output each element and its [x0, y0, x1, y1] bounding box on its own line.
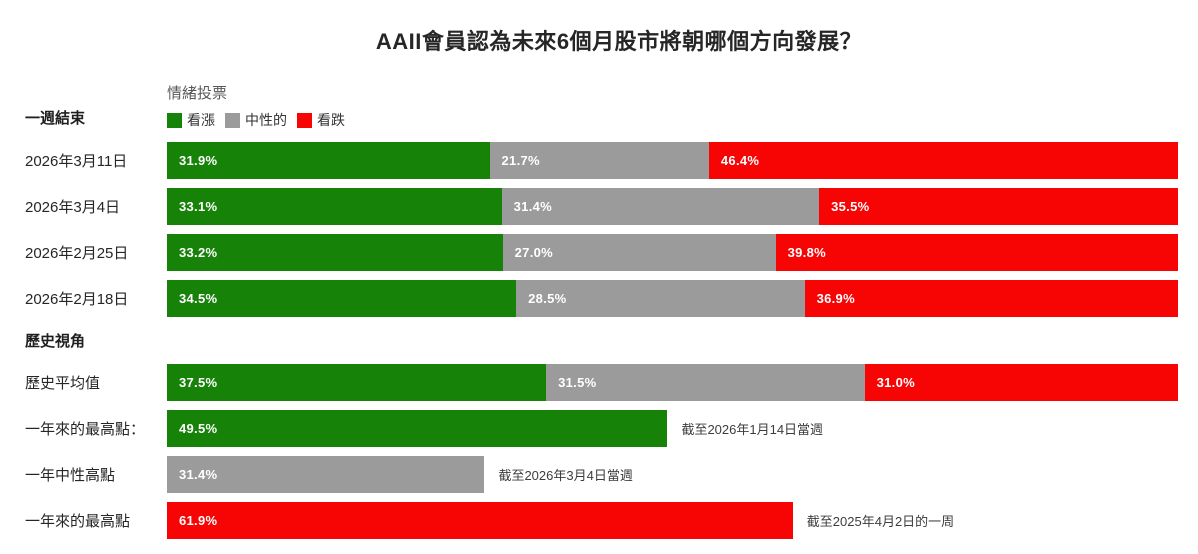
- bar-row: 一年中性高點 31.4% 截至2026年3月4日當週: [25, 456, 1178, 493]
- bearish-swatch-icon: [297, 112, 312, 128]
- segment-value: 34.5%: [179, 291, 218, 306]
- bullish-segment: 33.1%: [167, 188, 502, 225]
- single-bar: 31.4% 截至2026年3月4日當週: [167, 456, 1178, 493]
- neutral-segment: 31.4%: [501, 188, 820, 225]
- segment-value: 31.4%: [179, 467, 218, 482]
- bearish-segment: 35.5%: [819, 188, 1178, 225]
- bearish-segment: 31.0%: [864, 364, 1178, 401]
- row-label: 2026年3月4日: [25, 199, 121, 216]
- bar-row: 一年來的最高點 61.9% 截至2025年4月2日的一周: [25, 502, 1178, 539]
- legend-title: 情緒投票: [167, 85, 228, 102]
- legend-item-bearish: 看跌: [297, 110, 345, 130]
- segment-value: 36.9%: [816, 291, 855, 306]
- neutral-swatch-icon: [225, 112, 240, 128]
- bearish-segment: 36.9%: [804, 280, 1178, 317]
- segment-value: 46.4%: [720, 153, 760, 168]
- legend-label-bearish: 看跌: [317, 112, 345, 128]
- bullish-segment: 31.9%: [167, 142, 490, 179]
- segment-value: 35.5%: [831, 199, 870, 214]
- single-bar: 61.9% 截至2025年4月2日的一周: [167, 502, 1178, 539]
- neutral-segment: 21.7%: [489, 142, 709, 179]
- segment-value: 37.5%: [179, 375, 218, 390]
- chart-title: AAII會員認為未來6個月股市將朝哪個方向發展？: [375, 29, 863, 54]
- segment-value: 49.5%: [179, 421, 218, 436]
- row-label: 一年中性高點: [25, 467, 116, 484]
- legend-item-neutral: 中性的: [225, 110, 287, 130]
- bar-note: 截至2026年1月14日當週: [681, 422, 824, 437]
- row-label: 歷史平均值: [25, 375, 101, 392]
- bullish-segment: 49.5%: [167, 410, 668, 447]
- segment-value: 61.9%: [179, 513, 218, 528]
- bar-row: 2026年2月25日 33.2% 27.0% 39.8%: [25, 234, 1178, 271]
- neutral-segment: 31.4%: [167, 456, 485, 493]
- segment-value: 21.7%: [501, 153, 540, 168]
- segment-value: 31.0%: [876, 375, 915, 390]
- row-label: 一年來的最高點: [25, 513, 131, 530]
- legend: 看漲 中性的 看跌: [167, 110, 1178, 130]
- segment-value: 31.5%: [558, 375, 597, 390]
- legend-label-neutral: 中性的: [245, 112, 287, 128]
- bearish-segment: 46.4%: [708, 142, 1179, 179]
- legend-label-bullish: 看漲: [187, 112, 215, 128]
- bearish-segment: 61.9%: [167, 502, 793, 539]
- bullish-segment: 33.2%: [167, 234, 503, 271]
- legend-row: 一週結束 情緒投票 看漲 中性的 看跌: [25, 82, 1178, 130]
- chart-body: 一週結束 情緒投票 看漲 中性的 看跌: [25, 82, 1179, 539]
- row-label: 2026年2月25日: [25, 245, 129, 262]
- stacked-bar: 34.5% 28.5% 36.9%: [167, 280, 1178, 317]
- neutral-segment: 28.5%: [516, 280, 805, 317]
- segment-value: 33.2%: [179, 245, 218, 260]
- segment-value: 31.4%: [513, 199, 553, 214]
- bullish-segment: 34.5%: [167, 280, 517, 317]
- segment-value: 33.1%: [179, 199, 218, 214]
- stacked-bar: 33.1% 31.4% 35.5%: [167, 188, 1178, 225]
- bullish-segment: 37.5%: [167, 364, 547, 401]
- section-header-week: 一週結束: [25, 110, 86, 127]
- history-header-row: 歷史視角: [25, 326, 1178, 355]
- segment-value: 28.5%: [528, 291, 567, 306]
- bar-note: 截至2026年3月4日當週: [498, 468, 633, 483]
- bearish-segment: 39.8%: [775, 234, 1178, 271]
- bar-row: 2026年3月4日 33.1% 31.4% 35.5%: [25, 188, 1178, 225]
- bar-row: 2026年3月11日 31.9% 21.7% 46.4%: [25, 142, 1179, 179]
- bar-row: 歷史平均值 37.5% 31.5% 31.0%: [25, 364, 1178, 401]
- neutral-segment: 31.5%: [546, 364, 865, 401]
- stacked-bar: 31.9% 21.7% 46.4%: [167, 142, 1179, 179]
- bar-row: 2026年2月18日 34.5% 28.5% 36.9%: [25, 280, 1178, 317]
- section-header-history: 歷史視角: [25, 333, 86, 350]
- bar-row: 一年來的最高點： 49.5% 截至2026年1月14日當週: [25, 410, 1178, 447]
- segment-value: 27.0%: [514, 245, 554, 260]
- bar-note: 截至2025年4月2日的一周: [806, 514, 955, 529]
- row-label: 2026年3月11日: [25, 153, 128, 170]
- legend-item-bullish: 看漲: [167, 110, 215, 130]
- stacked-bar: 33.2% 27.0% 39.8%: [167, 234, 1178, 271]
- row-label: 2026年2月18日: [25, 291, 129, 308]
- segment-value: 39.8%: [787, 245, 826, 260]
- single-bar: 49.5% 截至2026年1月14日當週: [167, 410, 1178, 447]
- segment-value: 31.9%: [179, 153, 218, 168]
- stacked-bar: 37.5% 31.5% 31.0%: [167, 364, 1178, 401]
- row-label: 一年來的最高點：: [25, 421, 146, 438]
- bullish-swatch-icon: [167, 112, 182, 128]
- neutral-segment: 27.0%: [502, 234, 776, 271]
